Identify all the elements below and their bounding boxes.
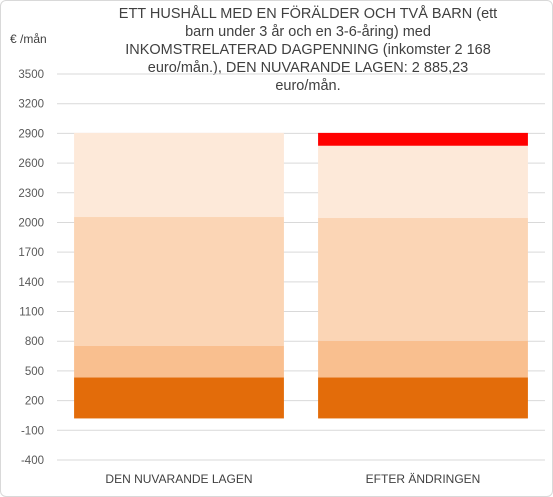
y-axis-label: € /mån — [10, 32, 47, 46]
title-line: INKOMSTRELATERAD DAGPENNING (inkomster 2… — [125, 42, 491, 58]
bar-segment — [318, 340, 528, 378]
y-tick-label: 2300 — [18, 188, 44, 200]
y-tick-label: 1400 — [18, 277, 44, 289]
title-line: euro/mån.), DEN NUVARANDE LAGEN: 2 885,2… — [147, 60, 469, 76]
y-tick-label: 800 — [25, 336, 44, 348]
bar-segment — [318, 377, 528, 419]
bar-segment — [74, 345, 284, 378]
x-category-label: DEN NUVARANDE LAGEN — [105, 472, 252, 486]
y-tick-label: 2600 — [18, 158, 44, 170]
bar-segment — [318, 145, 528, 219]
bar-segment — [318, 218, 528, 341]
bar-segment — [74, 377, 284, 419]
y-tick-label: 500 — [25, 366, 44, 378]
y-tick-label: -400 — [21, 455, 44, 467]
x-category-label: EFTER ÄNDRINGEN — [366, 472, 481, 486]
y-tick-label: 3500 — [18, 69, 44, 81]
title-line: ETT HUSHÅLL MED EN FÖRÄLDER OCH TVÅ BARN… — [118, 6, 498, 22]
title-line: barn under 3 år och en 3-6-åring) med — [185, 24, 431, 40]
y-tick-label: 1100 — [19, 307, 44, 319]
y-tick-label: 2900 — [18, 128, 44, 140]
y-tick-label: 2000 — [18, 217, 44, 229]
y-tick-label: 3200 — [18, 99, 44, 111]
bar-segment — [74, 132, 284, 218]
y-tick-label: 200 — [25, 396, 44, 408]
title-line: euro/mån. — [275, 78, 341, 94]
bar-segment — [74, 217, 284, 346]
y-tick-label: 1700 — [18, 247, 44, 259]
bar-segment — [318, 132, 528, 146]
y-tick-label: -100 — [21, 425, 44, 437]
chart-title: ETT HUSHÅLL MED EN FÖRÄLDER OCH TVÅ BARN… — [88, 5, 528, 95]
